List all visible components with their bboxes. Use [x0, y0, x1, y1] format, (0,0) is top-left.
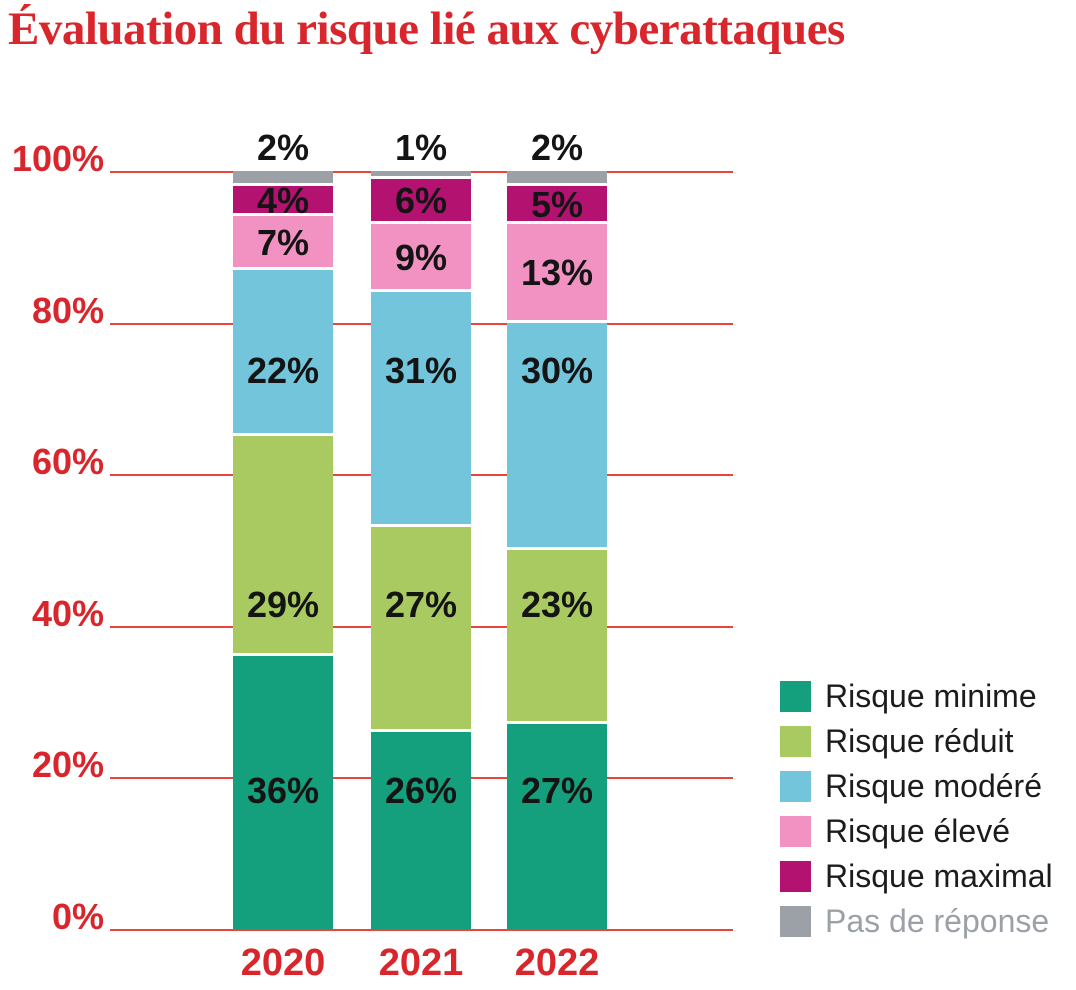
- bar-segment: [233, 436, 333, 657]
- legend: Risque minime Risque réduit Risque modéré R…: [780, 680, 1053, 937]
- x-axis-label: 2020: [240, 942, 326, 984]
- legend-label: Risque maximal: [825, 858, 1053, 894]
- bar-segment: [507, 322, 607, 550]
- legend-item: Risque élevé: [780, 815, 1053, 847]
- y-tick-label: 100%: [11, 138, 104, 179]
- top-value-label: 1%: [394, 127, 448, 168]
- legend-item: Pas de réponse: [780, 905, 1053, 937]
- legend-label: Pas de réponse: [825, 903, 1050, 939]
- legend-swatch: [780, 905, 811, 937]
- y-tick-label: 20%: [31, 744, 104, 786]
- bar-segment: [371, 224, 471, 293]
- segment-value-label: 5%: [530, 184, 584, 226]
- segment-value-label: 29%: [246, 584, 320, 625]
- bar-segment: [233, 269, 333, 437]
- segment-value-label: 31%: [384, 350, 458, 391]
- y-tick-label: 40%: [31, 592, 104, 634]
- segment-value-label: 30%: [520, 350, 594, 391]
- legend-swatch: [780, 860, 811, 892]
- segment-value-label: 7%: [256, 222, 310, 263]
- legend-item: Risque maximal: [780, 860, 1053, 892]
- segment-value-label: 4%: [256, 180, 310, 222]
- segment-value-label: 27%: [384, 584, 458, 625]
- bar-segment: [507, 171, 607, 187]
- bar-segment: [371, 292, 471, 528]
- bar-segment: [507, 186, 607, 225]
- segment-value-label: 22%: [246, 350, 320, 391]
- segment-value-label: 9%: [394, 237, 448, 279]
- legend-label: Risque réduit: [825, 723, 1014, 759]
- segment-value-label: 27%: [520, 770, 594, 811]
- legend-swatch: [780, 680, 811, 712]
- legend-item: Risque modéré: [780, 770, 1053, 802]
- legend-item: Risque réduit: [780, 725, 1053, 757]
- x-axis-label: 2022: [514, 942, 600, 984]
- bar-segment: [233, 656, 333, 929]
- legend-item: Risque minime: [780, 680, 1053, 712]
- bar-segment: [233, 216, 333, 270]
- bar-segment: [507, 224, 607, 323]
- top-value-label: 2%: [256, 127, 310, 168]
- y-tick-label: 0%: [51, 896, 104, 937]
- bar-segment: [233, 186, 333, 217]
- bar-segment: [507, 724, 607, 929]
- gridline: [110, 929, 733, 931]
- y-tick-label: 60%: [31, 441, 104, 483]
- segment-value-label: 13%: [520, 252, 594, 294]
- y-tick-label: 80%: [31, 289, 104, 331]
- bar-segment: [371, 171, 471, 179]
- legend-swatch: [780, 815, 811, 847]
- legend-swatch: [780, 770, 811, 802]
- segment-value-label: 26%: [384, 770, 458, 811]
- chart-title: Évaluation du risque lié aux cyberattaqu…: [8, 3, 845, 55]
- legend-label: Risque minime: [825, 678, 1037, 714]
- bar-segment: [371, 731, 471, 929]
- segment-value-label: 23%: [520, 584, 594, 625]
- segment-value-label: 36%: [246, 770, 320, 811]
- legend-swatch: [780, 725, 811, 757]
- x-axis-label: 2021: [378, 942, 464, 984]
- bar-segment: [371, 178, 471, 225]
- legend-label: Risque élevé: [825, 813, 1010, 849]
- bar-segment: [233, 171, 333, 187]
- bar-segment: [507, 550, 607, 725]
- legend-label: Risque modéré: [825, 768, 1042, 804]
- top-value-label: 2%: [530, 127, 584, 168]
- segment-value-label: 6%: [394, 180, 448, 222]
- bar-segment: [371, 527, 471, 732]
